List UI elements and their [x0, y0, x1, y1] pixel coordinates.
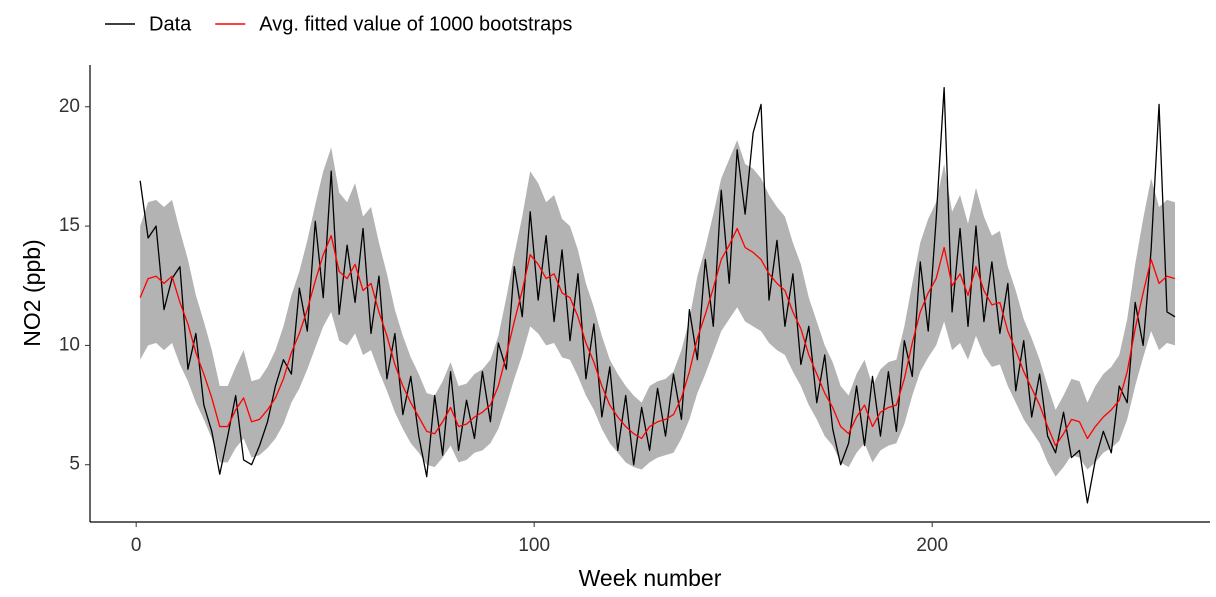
y-tick-label: 15 [59, 215, 80, 236]
y-tick-label: 5 [69, 454, 80, 475]
x-tick-label: 200 [916, 535, 948, 556]
y-axis-title: NO2 (ppb) [19, 239, 45, 346]
x-tick-label: 0 [131, 535, 142, 556]
y-tick-label: 20 [59, 96, 80, 117]
x-axis-title: Week number [579, 565, 722, 591]
legend-label: Avg. fitted value of 1000 bootstraps [259, 13, 572, 35]
legend-label: Data [149, 13, 192, 35]
y-tick-label: 10 [59, 334, 80, 355]
series-line [139, 227, 1176, 447]
x-tick-label: 100 [518, 535, 550, 556]
confidence-band [140, 140, 1175, 477]
series-line [139, 87, 1176, 504]
